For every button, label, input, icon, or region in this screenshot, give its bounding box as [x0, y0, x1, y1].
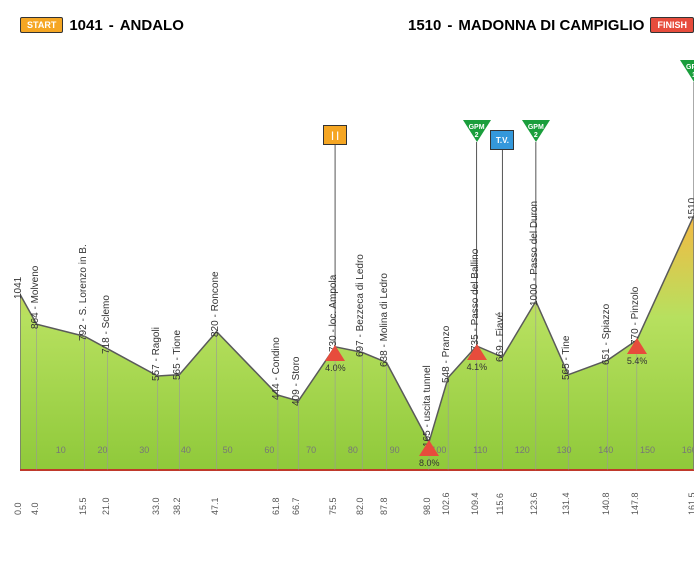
x-major-tick: 120 — [515, 445, 530, 455]
distance-tick: 82.0 — [355, 497, 365, 515]
distance-tick: 15.5 — [78, 497, 88, 515]
profile-area: 1020304050607080901001101201301401501600… — [20, 40, 694, 520]
town-label: 697 - Bezzeca di Ledro — [355, 255, 366, 358]
town-label: 444 - Condino — [271, 337, 282, 400]
town-label: 638 - Molina di Ledro — [379, 273, 390, 367]
gradient-warn-icon — [325, 345, 345, 361]
x-major-tick: 70 — [306, 445, 316, 455]
town-label: 1510 — [687, 198, 694, 220]
x-major-tick: 30 — [139, 445, 149, 455]
town-label: 730 - loc. Ampola — [328, 275, 339, 352]
sep: - — [109, 17, 114, 34]
x-major-tick: 110 — [473, 445, 487, 455]
town-label: 718 - Sclemo — [101, 295, 112, 354]
gradient-warn-icon — [467, 344, 487, 360]
x-major-tick: 160 — [682, 445, 694, 455]
distance-tick: 161.5 — [687, 492, 694, 515]
town-label: 565 - Tione — [172, 330, 183, 380]
town-label: 1000 - Passo del Duron — [529, 201, 540, 306]
distance-tick: 115.6 — [495, 493, 505, 515]
town-label: 864 - Molveno — [30, 266, 41, 329]
distance-tick: 47.1 — [210, 497, 220, 515]
town-label: 409 - Storo — [291, 356, 302, 405]
start-badge: START — [20, 17, 63, 33]
town-label: 792 - S. Lorenzo in B. — [78, 245, 89, 342]
distance-tick: 33.0 — [151, 497, 161, 515]
gpm-marker: GPM2 — [463, 120, 487, 142]
tv-marker: T.V. — [490, 130, 514, 150]
town-label: 1041 — [13, 277, 24, 299]
distance-tick: 21.0 — [101, 497, 111, 515]
town-label: 820 - Roncone — [210, 271, 221, 337]
distance-tick: 66.7 — [291, 497, 301, 515]
town-label: 165 - uscita tunnel — [422, 365, 433, 447]
x-major-tick: 50 — [223, 445, 233, 455]
gradient-pct: 5.4% — [627, 356, 648, 366]
town-label: 735 - Passo del Ballino — [470, 249, 481, 351]
x-major-tick: 130 — [557, 445, 572, 455]
distance-tick: 61.8 — [271, 497, 281, 515]
x-major-tick: 10 — [56, 445, 66, 455]
gradient-pct: 8.0% — [419, 458, 440, 468]
gpm-marker: GPM1 — [680, 60, 694, 82]
distance-tick: 87.8 — [379, 497, 389, 515]
elevation-chart: START 1041 - ANDALO 1510 - MADONNA DI CA… — [10, 10, 694, 561]
distance-tick: 140.8 — [601, 492, 611, 515]
finish-name: MADONNA DI CAMPIGLIO — [458, 17, 644, 34]
x-major-tick: 80 — [348, 445, 358, 455]
start-elev: 1041 — [69, 17, 102, 34]
x-major-tick: 40 — [181, 445, 191, 455]
town-label: 651 - Spiazzo — [601, 304, 612, 365]
distance-tick: 123.6 — [529, 492, 539, 515]
x-major-tick: 60 — [264, 445, 274, 455]
finish-header: 1510 - MADONNA DI CAMPIGLIO FINISH — [408, 17, 694, 34]
feed-marker: | | — [323, 125, 347, 145]
x-major-tick: 150 — [640, 445, 655, 455]
start-header: START 1041 - ANDALO — [20, 17, 184, 34]
sep: - — [447, 17, 452, 34]
x-major-tick: 140 — [598, 445, 613, 455]
chart-header: START 1041 - ANDALO 1510 - MADONNA DI CA… — [10, 10, 694, 40]
gradient-pct: 4.0% — [325, 363, 346, 373]
distance-tick: 131.4 — [561, 492, 571, 515]
town-label: 565 - Tine — [561, 335, 572, 379]
gradient-warn-icon — [419, 440, 439, 456]
distance-tick: 102.6 — [441, 492, 451, 515]
distance-tick: 38.2 — [172, 497, 182, 515]
gradient-warn-icon — [627, 338, 647, 354]
town-label: 669 - Fiavé — [495, 312, 506, 362]
distance-tick: 0.0 — [13, 502, 23, 515]
town-label: 548 - Pranzo — [441, 325, 452, 382]
distance-tick: 109.4 — [470, 492, 480, 515]
distance-tick: 147.8 — [630, 492, 640, 515]
distance-tick: 75.5 — [328, 497, 338, 515]
town-label: 557 - Ragoli — [151, 327, 162, 381]
x-major-tick: 90 — [390, 445, 400, 455]
distance-tick: 98.0 — [422, 497, 432, 515]
start-name: ANDALO — [120, 17, 184, 34]
gpm-marker: GPM2 — [522, 120, 546, 142]
distance-tick: 4.0 — [30, 502, 40, 515]
x-major-tick: 20 — [97, 445, 107, 455]
finish-elev: 1510 — [408, 17, 441, 34]
finish-badge: FINISH — [650, 17, 694, 33]
gradient-pct: 4.1% — [467, 362, 488, 372]
town-label: 770 - Pinzolo — [630, 287, 641, 345]
